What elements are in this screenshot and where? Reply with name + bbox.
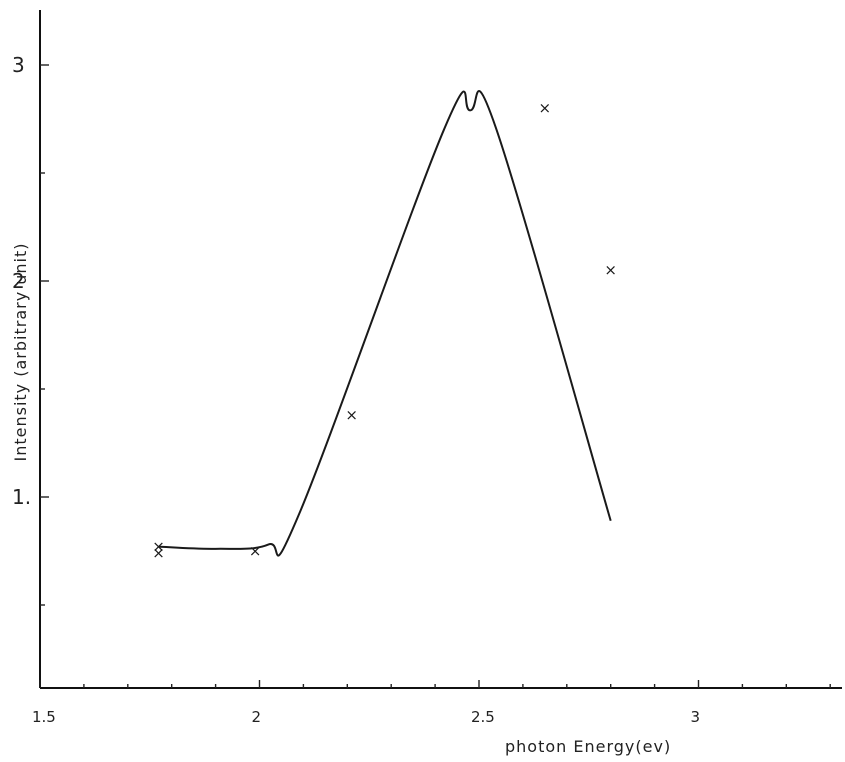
data-point: ×	[249, 542, 262, 560]
x-tick-label: 1.5	[32, 708, 56, 726]
data-point: ×	[152, 544, 165, 562]
x-tick-label: 2.5	[471, 708, 495, 726]
axes	[40, 10, 842, 688]
y-axis-label: Intensity (arbitrary unit)	[11, 243, 30, 462]
x-axis-label: photon Energy(ev)	[505, 737, 671, 756]
y-tick-label: 1.	[12, 485, 31, 509]
data-point: ×	[539, 99, 552, 117]
data-point: ×	[604, 261, 617, 279]
x-tick-label: 3	[691, 708, 701, 726]
x-tick-label: 2	[252, 708, 262, 726]
ticks: 1.5 2 2.5 31.23	[12, 53, 830, 726]
fitted-curve-line	[159, 91, 611, 556]
fitted-curve	[159, 91, 611, 556]
y-tick-label: 3	[12, 53, 25, 77]
data-point: ×	[345, 406, 358, 424]
data-points: ×× ××××	[152, 99, 617, 562]
